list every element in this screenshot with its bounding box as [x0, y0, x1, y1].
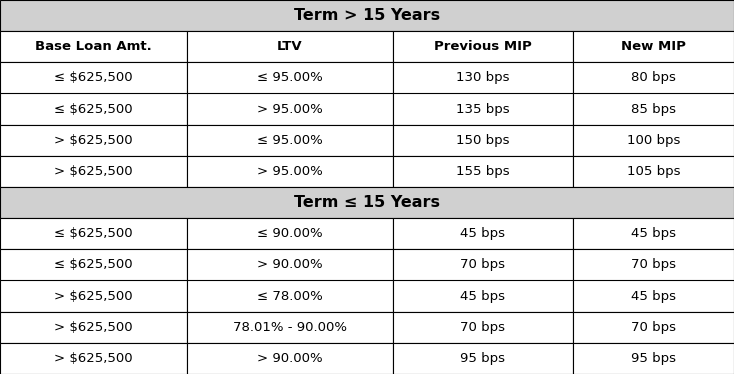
Text: > $625,500: > $625,500 [54, 352, 133, 365]
Text: > 90.00%: > 90.00% [257, 258, 323, 272]
Bar [393, 312, 573, 343]
Text: > 95.00%: > 95.00% [257, 165, 323, 178]
Text: 45 bps: 45 bps [460, 289, 505, 303]
Bar [573, 280, 734, 312]
Text: ≤ $625,500: ≤ $625,500 [54, 102, 133, 116]
Bar [573, 249, 734, 280]
Bar [573, 218, 734, 249]
Text: Term > 15 Years: Term > 15 Years [294, 8, 440, 23]
Text: 45 bps: 45 bps [460, 227, 505, 240]
Bar [187, 312, 393, 343]
Text: ≤ 95.00%: ≤ 95.00% [257, 71, 323, 85]
Bar [573, 94, 734, 125]
Text: LTV: LTV [277, 40, 302, 53]
Bar [573, 312, 734, 343]
Text: ≤ $625,500: ≤ $625,500 [54, 227, 133, 240]
Bar [573, 343, 734, 374]
Text: 155 bps: 155 bps [456, 165, 509, 178]
Bar [573, 125, 734, 156]
Text: > $625,500: > $625,500 [54, 134, 133, 147]
Bar [573, 62, 734, 94]
Bar [187, 125, 393, 156]
Bar [187, 343, 393, 374]
Text: ≤ $625,500: ≤ $625,500 [54, 71, 133, 85]
Bar [0, 156, 187, 187]
Text: 45 bps: 45 bps [631, 227, 676, 240]
Text: 85 bps: 85 bps [631, 102, 676, 116]
Bar [393, 156, 573, 187]
Text: 70 bps: 70 bps [460, 258, 505, 272]
Bar [0, 280, 187, 312]
Text: Term ≤ 15 Years: Term ≤ 15 Years [294, 195, 440, 210]
Text: > $625,500: > $625,500 [54, 321, 133, 334]
Bar [393, 218, 573, 249]
Bar [573, 31, 734, 62]
Bar [393, 249, 573, 280]
Text: 45 bps: 45 bps [631, 289, 676, 303]
Text: ≤ 78.00%: ≤ 78.00% [257, 289, 323, 303]
Bar [393, 343, 573, 374]
Bar [187, 94, 393, 125]
Bar [0, 312, 187, 343]
Text: Previous MIP: Previous MIP [434, 40, 531, 53]
Text: ≤ $625,500: ≤ $625,500 [54, 258, 133, 272]
Bar [0, 125, 187, 156]
Text: ≤ 95.00%: ≤ 95.00% [257, 134, 323, 147]
Bar [573, 156, 734, 187]
Bar [0, 0, 734, 31]
Bar [393, 31, 573, 62]
Text: 80 bps: 80 bps [631, 71, 676, 85]
Bar [0, 62, 187, 94]
Text: 150 bps: 150 bps [456, 134, 509, 147]
Bar [0, 249, 187, 280]
Text: 70 bps: 70 bps [631, 321, 676, 334]
Bar [0, 187, 734, 218]
Bar [0, 218, 187, 249]
Text: 95 bps: 95 bps [631, 352, 676, 365]
Bar [0, 343, 187, 374]
Bar [393, 280, 573, 312]
Text: 100 bps: 100 bps [627, 134, 680, 147]
Text: > $625,500: > $625,500 [54, 165, 133, 178]
Bar [393, 62, 573, 94]
Text: > 95.00%: > 95.00% [257, 102, 323, 116]
Bar [187, 280, 393, 312]
Text: > 90.00%: > 90.00% [257, 352, 323, 365]
Bar [0, 31, 187, 62]
Bar [187, 31, 393, 62]
Text: 78.01% - 90.00%: 78.01% - 90.00% [233, 321, 347, 334]
Text: 105 bps: 105 bps [627, 165, 680, 178]
Text: 135 bps: 135 bps [456, 102, 509, 116]
Bar [187, 62, 393, 94]
Text: 70 bps: 70 bps [460, 321, 505, 334]
Text: New MIP: New MIP [621, 40, 686, 53]
Text: > $625,500: > $625,500 [54, 289, 133, 303]
Bar [187, 218, 393, 249]
Text: Base Loan Amt.: Base Loan Amt. [35, 40, 152, 53]
Text: 95 bps: 95 bps [460, 352, 505, 365]
Bar [393, 94, 573, 125]
Bar [393, 125, 573, 156]
Text: ≤ 90.00%: ≤ 90.00% [257, 227, 323, 240]
Bar [187, 249, 393, 280]
Bar [0, 94, 187, 125]
Text: 70 bps: 70 bps [631, 258, 676, 272]
Text: 130 bps: 130 bps [456, 71, 509, 85]
Bar [187, 156, 393, 187]
